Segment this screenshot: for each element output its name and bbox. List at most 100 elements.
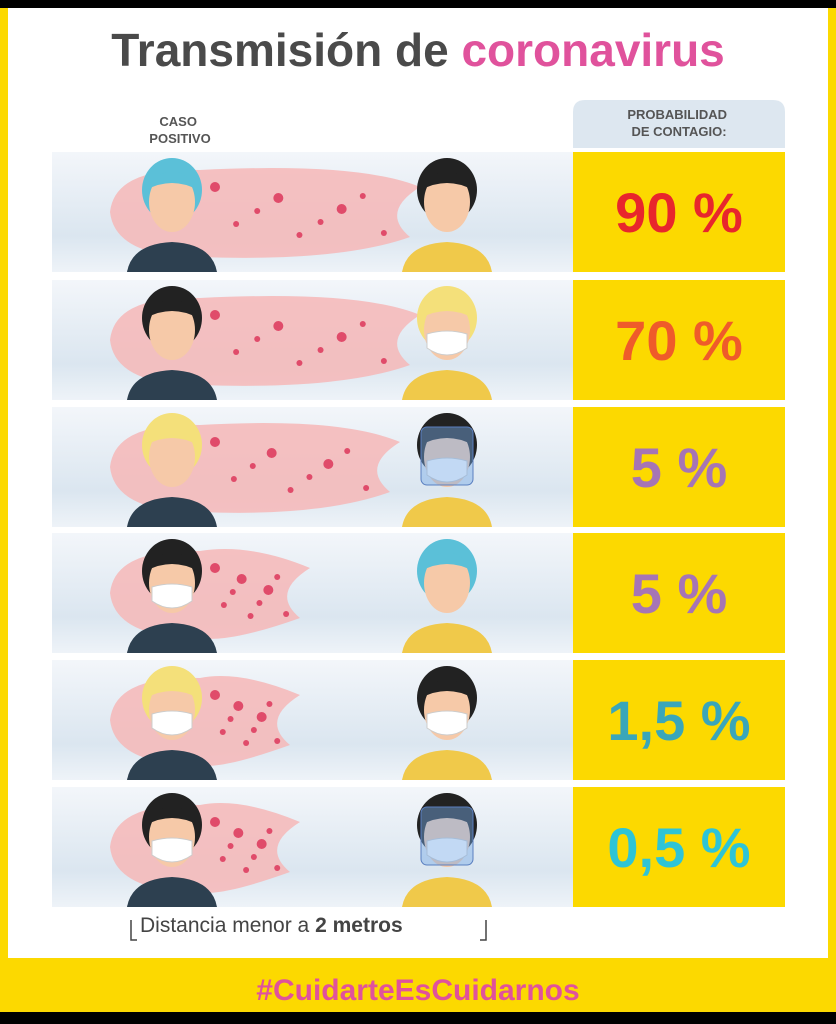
- hair-top: [421, 552, 473, 571]
- probability-box: [573, 660, 785, 780]
- mask: [426, 710, 468, 736]
- droplet: [344, 448, 351, 454]
- droplet: [219, 856, 226, 862]
- droplet: [219, 729, 226, 735]
- droplet: [249, 463, 256, 469]
- droplet: [306, 474, 313, 480]
- title-part: Transmisión de: [111, 24, 448, 76]
- distance-bold: 2 metros: [315, 914, 403, 937]
- label-line: DE CONTAGIO:: [631, 124, 726, 139]
- row: 90 %: [52, 152, 785, 272]
- body: [127, 242, 217, 272]
- droplet: [317, 219, 324, 225]
- droplet: [266, 448, 277, 458]
- droplet: [256, 600, 263, 606]
- droplet: [273, 321, 284, 331]
- mask: [426, 330, 468, 356]
- hair-top: [146, 806, 198, 825]
- droplet: [220, 602, 227, 608]
- row: 1,5 %: [52, 660, 785, 780]
- probability: 1,5 %: [607, 689, 750, 752]
- face-shield: [420, 806, 474, 866]
- droplet: [336, 204, 347, 214]
- droplet: [266, 828, 273, 834]
- probability-box: [573, 280, 785, 400]
- droplet: [256, 839, 267, 849]
- droplet: [380, 230, 387, 236]
- probability-box: [573, 533, 785, 653]
- row: 0,5 %: [52, 787, 785, 907]
- hashtag: #CuidarteEsCuidarnos: [256, 974, 579, 1007]
- mask: [426, 837, 468, 863]
- face: [424, 553, 470, 613]
- probability-box: [573, 152, 785, 272]
- droplet: [233, 701, 244, 711]
- droplet: [336, 332, 347, 342]
- face: [149, 427, 195, 487]
- hair-top: [146, 679, 198, 698]
- droplet: [317, 347, 324, 353]
- mask: [151, 837, 193, 863]
- droplet: [287, 487, 294, 493]
- bracket: [130, 920, 487, 941]
- droplet: [363, 485, 370, 491]
- droplet: [233, 349, 240, 355]
- droplet: [210, 817, 220, 827]
- droplet: [233, 828, 244, 838]
- left-label: CASO POSITIVO: [149, 114, 210, 146]
- label-line: CASO: [159, 114, 197, 129]
- droplet: [250, 854, 257, 860]
- droplet: [210, 182, 220, 192]
- probability-box: [573, 787, 785, 907]
- droplet: [296, 232, 303, 238]
- hair-top: [146, 426, 198, 445]
- droplet: [210, 690, 220, 700]
- droplet: [283, 611, 290, 617]
- probability-box: [573, 407, 785, 527]
- body: [127, 370, 217, 400]
- droplet: [233, 221, 240, 227]
- hair-top: [421, 806, 473, 825]
- droplet: [210, 563, 220, 573]
- face-shield: [420, 426, 474, 486]
- right-label-box: [573, 100, 785, 148]
- body: [402, 497, 492, 527]
- droplet: [263, 585, 274, 595]
- face: [149, 172, 195, 232]
- probability: 0,5 %: [607, 816, 750, 879]
- probability: 5 %: [631, 436, 728, 499]
- droplet: [254, 336, 261, 342]
- body: [402, 242, 492, 272]
- hair-top: [421, 679, 473, 698]
- droplet: [227, 843, 234, 849]
- probability: 5 %: [631, 562, 728, 625]
- droplet: [210, 437, 220, 447]
- hair-top: [421, 426, 473, 445]
- droplet: [230, 476, 237, 482]
- droplet: [266, 701, 273, 707]
- row: 70 %: [52, 280, 785, 400]
- body: [402, 750, 492, 780]
- droplet: [274, 738, 281, 744]
- droplet: [274, 865, 281, 871]
- right-label: PROBABILIDAD DE CONTAGIO:: [627, 107, 730, 139]
- droplet: [256, 712, 267, 722]
- hair-top: [146, 171, 198, 190]
- title-part: coronavirus: [461, 24, 724, 76]
- rows: 90 % 70 % 5 % 5 % 1,5 % 0,5 %: [52, 152, 785, 907]
- distance-text: Distancia menor a: [140, 914, 310, 937]
- body: [402, 623, 492, 653]
- droplet: [296, 360, 303, 366]
- mask: [151, 710, 193, 736]
- body: [127, 877, 217, 907]
- label-line: POSITIVO: [149, 131, 210, 146]
- label-line: PROBABILIDAD: [627, 107, 727, 122]
- droplet: [247, 613, 254, 619]
- face: [149, 300, 195, 360]
- droplet: [210, 310, 220, 320]
- droplet: [359, 321, 366, 327]
- droplet: [254, 208, 261, 214]
- probability: 70 %: [615, 309, 743, 372]
